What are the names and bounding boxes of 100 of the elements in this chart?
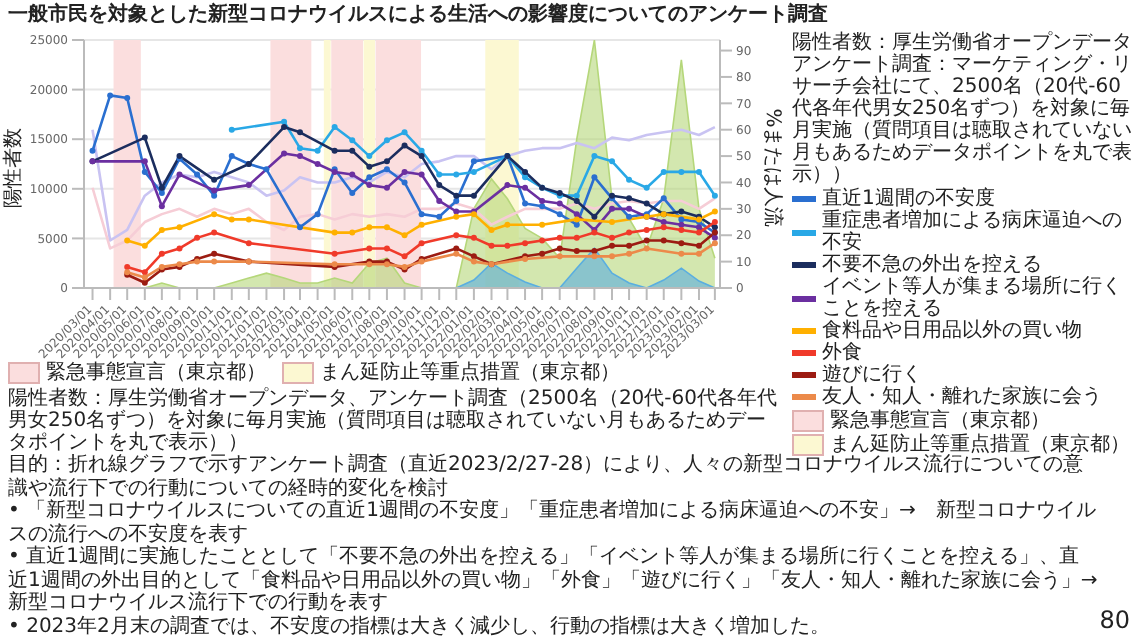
point bbox=[591, 213, 598, 220]
text: 陽性者数：厚生労働省オープンデータ、アンケート調査（2500名（20代-60代各年代男女250名ずつ）を対象に毎月実施（質問項目は聴取されていない月もあるためデータポイントを丸で表示）） bbox=[8, 388, 778, 454]
point bbox=[141, 134, 148, 141]
legend-label: 友人・知人・離れた家族に会う bbox=[822, 386, 1102, 408]
point bbox=[695, 229, 702, 236]
point bbox=[643, 200, 650, 207]
text: 目的：折れ線グラフで示すアンケート調査（直近2023/2/27-28）により、人々の新型コロナウイルス流行についての意識や流行下での行動についての経時的変化を検討 bbox=[8, 454, 1086, 499]
point bbox=[522, 184, 529, 191]
point bbox=[383, 184, 390, 191]
point bbox=[643, 237, 650, 244]
point bbox=[470, 253, 477, 260]
point bbox=[124, 237, 131, 244]
point bbox=[331, 229, 338, 236]
point bbox=[281, 118, 288, 125]
point bbox=[245, 240, 252, 247]
point bbox=[643, 184, 650, 191]
point bbox=[158, 250, 165, 257]
point bbox=[678, 208, 685, 215]
point bbox=[211, 192, 218, 199]
point bbox=[245, 216, 252, 223]
point bbox=[609, 234, 616, 241]
point bbox=[678, 226, 685, 233]
point bbox=[678, 250, 685, 257]
point bbox=[678, 168, 685, 175]
point bbox=[331, 250, 338, 257]
point bbox=[539, 250, 546, 257]
point bbox=[609, 242, 616, 249]
point bbox=[349, 171, 356, 178]
text: • 直近1週間に実施したこととして「不要不急の外出を控える」「イベント等人が集まる場所に行くことを控える」、直近1週間の外出目的として「食料品や日用品以外の買い物」「外食」「遊びに行く」「友人・知人・離れた家族に会う」→ 新型コロナウイルス流行下での行動を表す bbox=[8, 546, 1098, 615]
point bbox=[211, 211, 218, 218]
point bbox=[504, 242, 511, 249]
point bbox=[141, 168, 148, 175]
point bbox=[314, 211, 321, 218]
point bbox=[711, 240, 718, 247]
point bbox=[314, 161, 321, 167]
line-series bbox=[124, 208, 718, 249]
point bbox=[504, 182, 511, 189]
point bbox=[436, 197, 443, 204]
point bbox=[678, 221, 685, 228]
point bbox=[158, 184, 165, 191]
point bbox=[349, 190, 356, 197]
point bbox=[194, 171, 201, 178]
point bbox=[573, 211, 580, 218]
point bbox=[573, 197, 580, 204]
point bbox=[522, 174, 529, 181]
point bbox=[453, 197, 460, 204]
point bbox=[522, 240, 529, 247]
point bbox=[296, 145, 303, 152]
point bbox=[383, 245, 390, 252]
point bbox=[539, 221, 546, 228]
point bbox=[141, 158, 148, 165]
text: まん延防止等重点措置（東京都） bbox=[830, 434, 1130, 456]
text: 陽性者数：厚生労働省オープンデータアンケート調査：マーケティング・リサーチ会社にて、2500名（20代-60代各年代男女250名ずつ）を対象に毎月実施（質問項目は聴取されていない月もあるためデータポイントを丸で表示）） bbox=[792, 32, 1132, 186]
text: 80 bbox=[1099, 606, 1130, 634]
legend-label: 重症患者増加による病床逼迫への不安 bbox=[822, 210, 1124, 254]
point bbox=[141, 242, 148, 249]
point bbox=[383, 166, 390, 173]
point bbox=[418, 221, 425, 228]
point bbox=[401, 232, 408, 239]
point bbox=[556, 245, 563, 252]
point bbox=[539, 237, 546, 244]
point bbox=[591, 153, 598, 160]
point bbox=[124, 263, 131, 270]
point bbox=[660, 224, 667, 231]
point bbox=[470, 234, 477, 241]
point bbox=[366, 245, 373, 252]
point bbox=[626, 242, 633, 249]
point bbox=[366, 224, 373, 231]
point bbox=[556, 211, 563, 218]
point bbox=[296, 224, 303, 231]
point bbox=[539, 203, 546, 210]
point bbox=[383, 158, 390, 165]
text: 緊急事態宣言（東京都） bbox=[830, 410, 1050, 432]
line-series bbox=[124, 240, 718, 281]
point bbox=[711, 192, 718, 199]
point bbox=[609, 253, 616, 260]
legend-label: 直近1週間の不安度 bbox=[822, 188, 995, 210]
point bbox=[383, 224, 390, 231]
point bbox=[453, 232, 460, 239]
point bbox=[504, 221, 511, 228]
point bbox=[643, 226, 650, 233]
point bbox=[678, 216, 685, 223]
point bbox=[626, 213, 633, 220]
point bbox=[453, 213, 460, 220]
point bbox=[366, 163, 373, 170]
point bbox=[349, 147, 356, 154]
point bbox=[711, 208, 718, 215]
point bbox=[609, 205, 616, 212]
point bbox=[418, 153, 425, 160]
point bbox=[263, 166, 270, 173]
point bbox=[436, 171, 443, 178]
point bbox=[401, 179, 408, 186]
legend-label: 不要不急の外出を控える bbox=[822, 254, 1042, 276]
point bbox=[573, 221, 580, 228]
point bbox=[418, 171, 425, 178]
point bbox=[158, 190, 165, 197]
point bbox=[626, 205, 633, 212]
point bbox=[314, 147, 321, 154]
point bbox=[660, 168, 667, 175]
point bbox=[626, 250, 633, 257]
